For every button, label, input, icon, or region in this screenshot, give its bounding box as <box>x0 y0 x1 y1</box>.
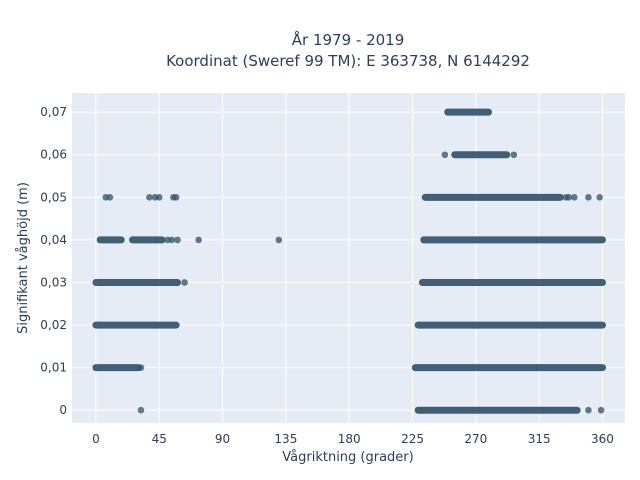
data-point <box>275 236 283 244</box>
y-tick-label: 0,06 <box>40 148 67 162</box>
data-point <box>106 194 114 201</box>
y-tick-label: 0,01 <box>40 361 67 375</box>
x-tick-label: 45 <box>152 432 167 446</box>
data-point <box>596 194 603 201</box>
y-axis-title: Signifikant våghöjd (m) <box>16 182 31 334</box>
data-point <box>137 406 145 414</box>
data-point <box>195 236 202 244</box>
x-tick-label: 90 <box>215 432 230 446</box>
data-point <box>181 279 188 286</box>
x-tick-label: 225 <box>401 432 424 446</box>
chart-title-line1: År 1979 - 2019 <box>292 30 405 49</box>
data-point <box>155 194 163 201</box>
x-tick-label: 0 <box>92 432 100 446</box>
y-tick-label: 0,07 <box>40 105 67 119</box>
x-tick-label: 315 <box>528 432 551 446</box>
x-tick-label: 360 <box>591 432 614 446</box>
y-tick-label: 0,02 <box>40 318 67 332</box>
data-point <box>510 151 518 159</box>
data-point <box>172 194 180 201</box>
data-point <box>585 194 592 201</box>
data-point <box>565 194 573 201</box>
y-tick-labels: 0 0,01 0,02 0,03 0,04 0,05 0,06 0,07 <box>40 105 67 417</box>
x-tick-labels: 0 45 90 135 180 225 270 315 360 <box>92 432 614 446</box>
x-tick-label: 270 <box>464 432 487 446</box>
data-point <box>146 194 153 201</box>
data-point <box>571 194 578 201</box>
data-point <box>597 406 605 414</box>
x-tick-label: 180 <box>338 432 361 446</box>
x-axis-title: Vågriktning (grader) <box>282 450 413 465</box>
data-point <box>441 151 449 159</box>
y-tick-label: 0,04 <box>40 233 67 247</box>
chart-title-line2: Koordinat (Sweref 99 TM): E 363738, N 61… <box>166 52 530 70</box>
data-point <box>585 406 592 414</box>
plot-background <box>72 93 625 423</box>
data-point <box>174 236 181 244</box>
data-point <box>137 364 145 371</box>
y-tick-label: 0 <box>59 403 67 417</box>
data-markers <box>92 108 606 414</box>
y-tick-label: 0,03 <box>40 275 67 289</box>
y-tick-label: 0,05 <box>40 190 67 204</box>
x-tick-label: 135 <box>274 432 297 446</box>
data-point <box>168 236 176 244</box>
